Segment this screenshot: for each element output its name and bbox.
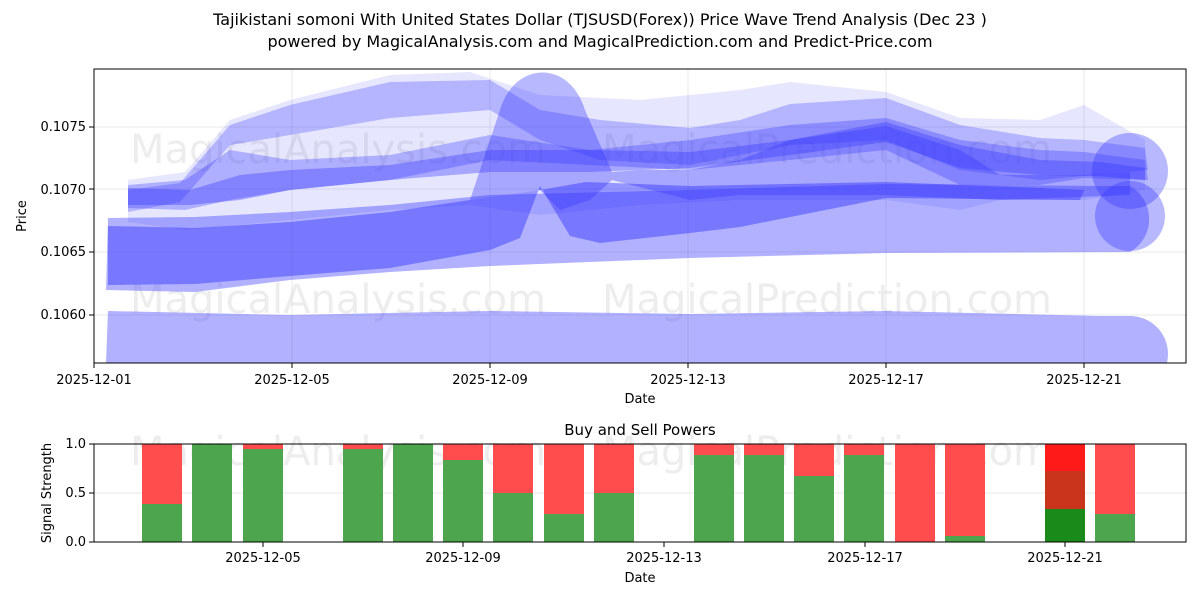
buy-bar bbox=[192, 444, 232, 542]
buy-sell-chart: Buy and Sell Powers MagicalAnalysis.com … bbox=[40, 421, 1187, 586]
chart-title: Tajikistani somoni With United States Do… bbox=[213, 10, 987, 29]
buy-bar bbox=[493, 493, 533, 542]
buy-bar bbox=[544, 514, 584, 542]
sub-x-axis: 2025-12-05 2025-12-09 2025-12-13 2025-12… bbox=[225, 542, 1103, 586]
sell-bar bbox=[1045, 444, 1085, 471]
sub-y-axis: 1.0 0.5 0.0 Signal Strength bbox=[40, 437, 94, 550]
sell-bar bbox=[895, 444, 935, 542]
sell-bar bbox=[443, 444, 483, 460]
sell-bar bbox=[493, 444, 533, 493]
overlap-bar bbox=[1045, 471, 1085, 509]
sell-bar bbox=[794, 444, 834, 476]
chart-subtitle: powered by MagicalAnalysis.com and Magic… bbox=[267, 32, 933, 51]
y-tick-label: 0.5 bbox=[65, 486, 86, 501]
x-tick-label: 2025-12-01 bbox=[56, 373, 132, 388]
sell-bar bbox=[945, 444, 985, 536]
sell-bar bbox=[594, 444, 634, 493]
y-tick-label: 0.1060 bbox=[41, 308, 87, 323]
buy-bar bbox=[393, 444, 433, 542]
x-tick-label: 2025-12-13 bbox=[626, 551, 702, 566]
main-chart: MagicalAnalysis.com MagicalPrediction.co… bbox=[15, 68, 1187, 407]
watermark-text: MagicalPrediction.com bbox=[602, 277, 1052, 323]
sell-bar bbox=[744, 444, 784, 455]
main-grid bbox=[94, 69, 1186, 363]
x-tick-label: 2025-12-05 bbox=[254, 373, 330, 388]
x-axis-label: Date bbox=[624, 392, 655, 407]
buy-bar bbox=[142, 504, 182, 542]
main-x-axis: 2025-12-01 2025-12-05 2025-12-09 2025-12… bbox=[56, 363, 1122, 407]
y-tick-label: 0.0 bbox=[65, 535, 86, 550]
buy-bar bbox=[945, 536, 985, 542]
buy-bar bbox=[844, 455, 884, 542]
main-y-axis: 0.1075 0.1070 0.1065 0.1060 Price bbox=[15, 120, 94, 323]
buy-bar bbox=[243, 449, 283, 542]
x-tick-label: 2025-12-13 bbox=[650, 373, 726, 388]
buy-bar bbox=[343, 449, 383, 542]
y-tick-label: 0.1065 bbox=[41, 245, 87, 260]
x-tick-label: 2025-12-09 bbox=[452, 373, 528, 388]
buy-bar bbox=[594, 493, 634, 542]
sell-bar bbox=[343, 444, 383, 449]
x-tick-label: 2025-12-21 bbox=[1027, 551, 1103, 566]
buy-bar bbox=[443, 460, 483, 542]
buy-bar bbox=[1045, 509, 1085, 542]
buy-bar bbox=[794, 476, 834, 542]
wave-bands bbox=[106, 72, 1168, 363]
y-axis-label: Price bbox=[15, 200, 30, 232]
sell-bar bbox=[544, 444, 584, 514]
buy-bar bbox=[1095, 514, 1135, 542]
sell-bar bbox=[142, 444, 182, 504]
x-tick-label: 2025-12-21 bbox=[1046, 373, 1122, 388]
y-tick-label: 0.1075 bbox=[41, 120, 87, 135]
subchart-title: Buy and Sell Powers bbox=[564, 421, 716, 439]
watermark-text: MagicalPrediction.com bbox=[602, 127, 1052, 173]
sell-bar bbox=[844, 444, 884, 455]
sell-bar bbox=[1095, 444, 1135, 514]
x-tick-label: 2025-12-05 bbox=[225, 551, 301, 566]
y-axis-label: Signal Strength bbox=[40, 443, 55, 543]
x-tick-label: 2025-12-09 bbox=[425, 551, 501, 566]
y-tick-label: 1.0 bbox=[65, 437, 86, 452]
main-axes-frame bbox=[93, 68, 1187, 364]
sell-bar bbox=[243, 444, 283, 449]
buy-bar bbox=[744, 455, 784, 542]
watermark-text: MagicalAnalysis.com bbox=[130, 127, 546, 173]
buy-bar bbox=[694, 455, 734, 542]
x-axis-label: Date bbox=[624, 571, 655, 586]
sell-bar bbox=[694, 444, 734, 455]
watermark-text: MagicalAnalysis.com bbox=[130, 277, 546, 323]
bars bbox=[142, 444, 1135, 542]
x-tick-label: 2025-12-17 bbox=[827, 551, 903, 566]
x-tick-label: 2025-12-17 bbox=[848, 373, 924, 388]
y-tick-label: 0.1070 bbox=[41, 183, 87, 198]
